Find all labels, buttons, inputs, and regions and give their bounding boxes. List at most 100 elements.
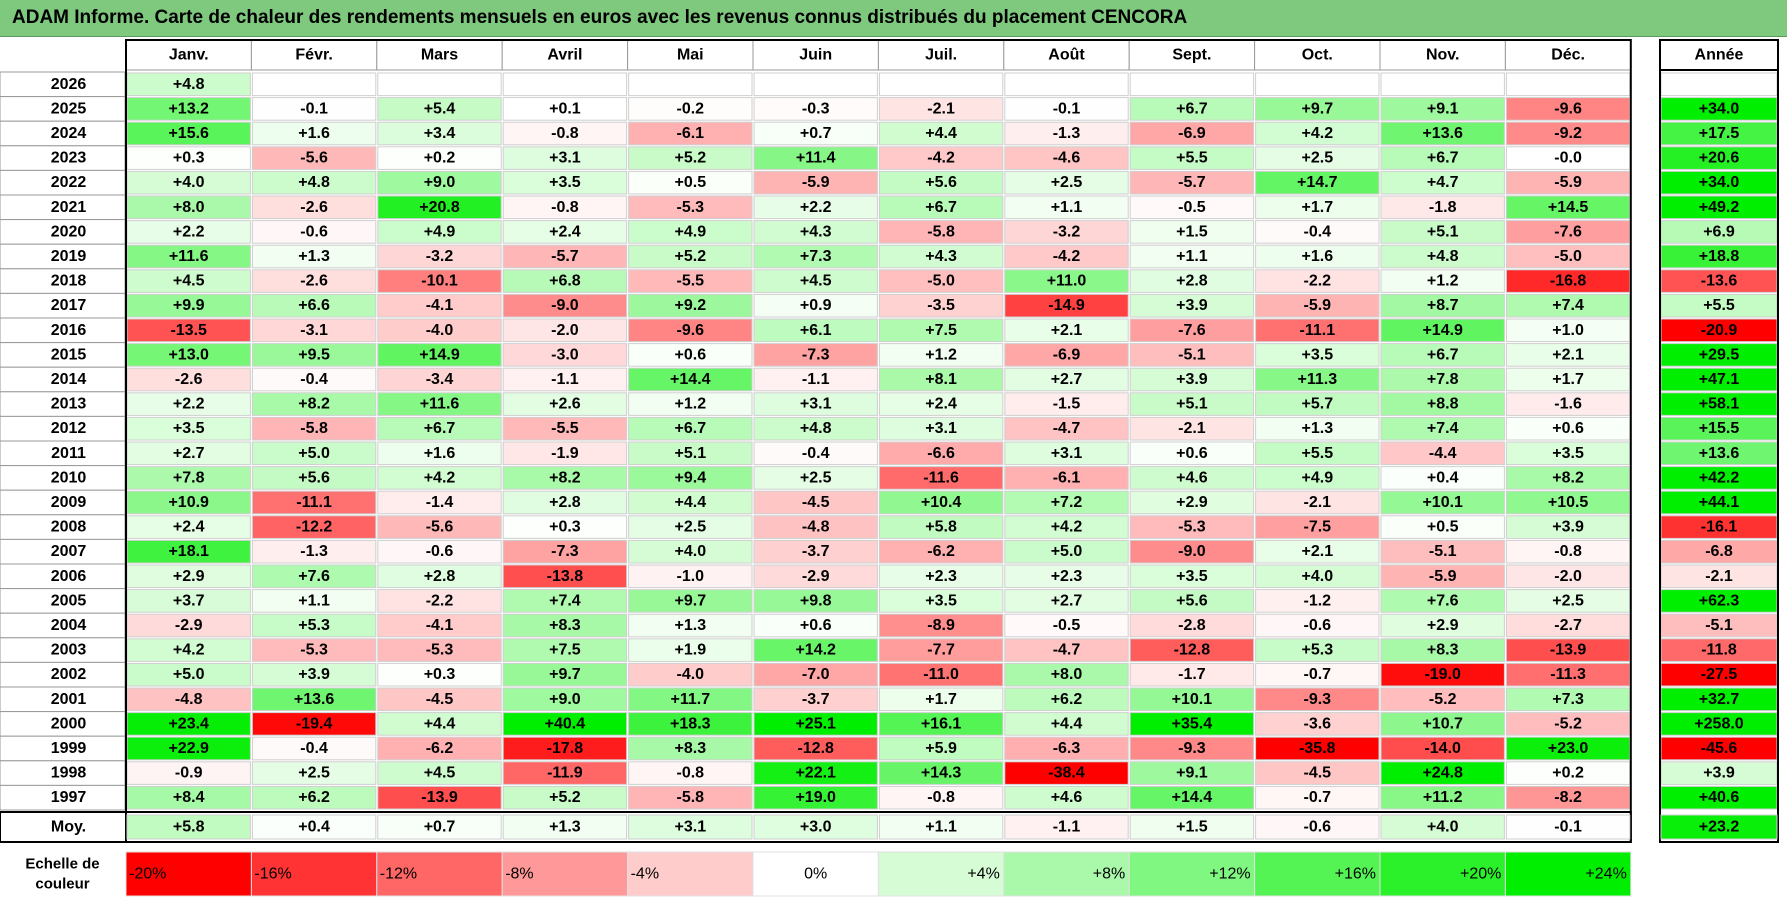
cell-value: +8.1 — [925, 371, 957, 388]
annual-value: -2.1 — [1705, 568, 1733, 585]
cell-value: -5.6 — [300, 150, 328, 167]
heat-cell — [251, 170, 377, 195]
heat-cell — [1004, 392, 1129, 416]
heat-cell — [1380, 318, 1505, 343]
cell-value: -7.6 — [1554, 223, 1582, 240]
column-header-cell — [250, 39, 378, 71]
cell-value: -2.0 — [1554, 568, 1582, 585]
cell-value: -5.8 — [300, 420, 328, 437]
cell-value: +2.2 — [173, 396, 205, 413]
cell-value: -2.6 — [300, 273, 328, 290]
cell-value: +11.0 — [1047, 273, 1087, 290]
cell-value: +7.5 — [925, 322, 957, 339]
cell-value: +1.3 — [1302, 420, 1334, 437]
cell-value: +3.9 — [1176, 371, 1208, 388]
cell-value: +9.1 — [1176, 765, 1208, 782]
cell-value: -6.9 — [1178, 125, 1206, 142]
heat-cell — [878, 761, 1004, 785]
cell-value: +40.4 — [545, 715, 586, 732]
scale-swatch — [1003, 851, 1130, 897]
heat-cell — [502, 146, 628, 170]
heat-cell — [377, 121, 502, 146]
heat-cell — [628, 269, 753, 293]
heat-cell — [1129, 72, 1255, 97]
average-value: +1.1 — [925, 819, 957, 836]
heat-cell — [502, 121, 628, 146]
heat-cell — [753, 712, 878, 736]
cell-value: +5.0 — [298, 445, 330, 462]
annual-value: +42.2 — [1699, 469, 1740, 486]
year-label-2004: 2004 — [51, 617, 87, 634]
cell-value: +3.9 — [1176, 297, 1208, 314]
heat-cell — [1004, 490, 1129, 515]
cell-value: +2.3 — [1051, 568, 1083, 585]
heat-cell — [251, 392, 377, 416]
cell-value: +9.2 — [675, 297, 707, 314]
cell-value: +5.3 — [1302, 642, 1334, 659]
cell-value: +14.2 — [795, 642, 836, 659]
annual-frame — [1659, 39, 1779, 843]
cell-value: -0.5 — [1053, 617, 1081, 634]
cell-value: +7.6 — [298, 568, 330, 585]
average-cell — [753, 814, 878, 840]
annual-value: +32.7 — [1699, 691, 1740, 708]
cell-value: -14.9 — [1048, 297, 1085, 314]
average-value: +4.0 — [1427, 819, 1459, 836]
column-header-5: Juin — [799, 47, 832, 64]
heat-cell — [1255, 367, 1380, 392]
heat-cell — [1004, 220, 1129, 244]
cell-value: +8.0 — [173, 199, 205, 216]
cell-value: +2.5 — [675, 519, 707, 536]
cell-value: +4.8 — [173, 76, 205, 93]
cell-value: -1.8 — [1429, 199, 1457, 216]
cell-value: +7.8 — [1427, 371, 1459, 388]
heat-cell — [377, 785, 502, 810]
heat-cell — [377, 195, 502, 220]
cell-value: +9.4 — [675, 469, 707, 486]
cell-value: -3.0 — [551, 346, 579, 363]
cell-value: +9.7 — [675, 592, 707, 609]
column-header-6: Juil. — [925, 47, 957, 64]
annual-value: +258.0 — [1694, 715, 1743, 732]
cell-value: +5.4 — [424, 100, 456, 117]
heat-cell — [1255, 466, 1380, 490]
cell-value: +5.5 — [1302, 445, 1334, 462]
cell-value: +18.3 — [670, 715, 711, 732]
year-label-cell — [0, 120, 126, 147]
cell-value: +2.8 — [1176, 273, 1208, 290]
heat-cell — [878, 170, 1004, 195]
cell-value: +2.4 — [925, 396, 957, 413]
cell-value: +2.9 — [1427, 617, 1459, 634]
cell-value: -4.1 — [426, 297, 454, 314]
scale-swatch — [877, 851, 1005, 897]
annual-value: -16.1 — [1701, 519, 1738, 536]
heat-cell — [251, 97, 377, 121]
cell-value: +2.4 — [549, 223, 581, 240]
heat-cell — [1380, 293, 1505, 318]
cell-value: +1.3 — [298, 248, 330, 265]
cell-value: +0.5 — [1427, 519, 1459, 536]
cell-value: -13.9 — [421, 789, 458, 806]
cell-value: +0.6 — [1176, 445, 1208, 462]
heat-cell — [1380, 736, 1505, 761]
cell-value: -7.3 — [551, 543, 579, 560]
heat-cell — [1129, 466, 1255, 490]
heat-cell — [1129, 170, 1255, 195]
heat-cell — [1004, 515, 1129, 539]
heat-cell — [878, 662, 1004, 687]
cell-value: -9.0 — [551, 297, 579, 314]
heat-cell — [878, 343, 1004, 367]
heat-cell — [753, 318, 878, 343]
heat-cell — [251, 121, 377, 146]
heat-cell — [1255, 441, 1380, 466]
cell-value: -3.7 — [802, 691, 830, 708]
heat-cell — [1004, 613, 1129, 638]
heat-cell — [878, 589, 1004, 613]
year-label-cell — [0, 538, 126, 565]
heat-cell — [1380, 416, 1505, 441]
heat-cell — [1380, 220, 1505, 244]
heat-cell — [753, 785, 878, 810]
cell-value: +3.7 — [173, 592, 205, 609]
cell-value: +6.1 — [800, 322, 832, 339]
heat-cell — [1255, 736, 1380, 761]
